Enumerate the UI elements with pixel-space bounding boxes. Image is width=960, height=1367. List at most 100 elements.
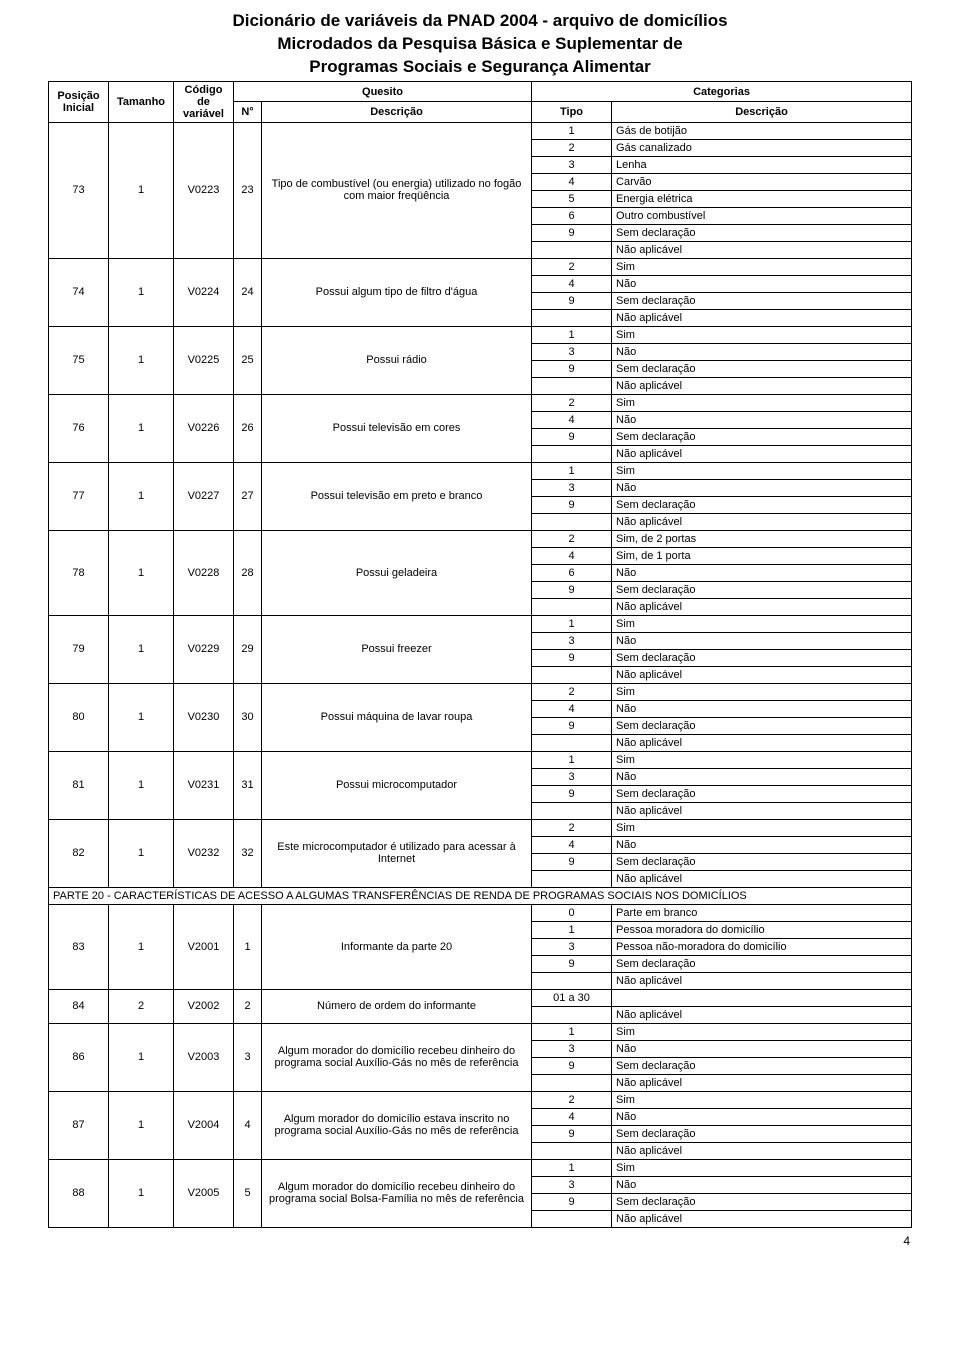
cell-tipo: 1	[532, 615, 612, 632]
cell-cat-descricao: Não aplicável	[612, 1210, 912, 1227]
cell-tipo: 3	[532, 479, 612, 496]
cell-codigo: V0227	[174, 462, 234, 530]
cell-cat-descricao: Sim	[612, 394, 912, 411]
cell-tipo: 3	[532, 343, 612, 360]
cell-posicao: 88	[49, 1159, 109, 1227]
table-row: 731V022323Tipo de combustível (ou energi…	[49, 122, 912, 139]
header-cat-descricao: Descrição	[612, 102, 912, 123]
table-row: 801V023030Possui máquina de lavar roupa2…	[49, 683, 912, 700]
cell-cat-descricao: Sem declaração	[612, 649, 912, 666]
cell-tipo: 3	[532, 1176, 612, 1193]
table-row: 861V20033Algum morador do domicílio rece…	[49, 1023, 912, 1040]
cell-n: 4	[234, 1091, 262, 1159]
cell-cat-descricao: Sim	[612, 1159, 912, 1176]
cell-tipo	[532, 870, 612, 887]
cell-tipo: 9	[532, 717, 612, 734]
page-number: 4	[48, 1234, 912, 1248]
cell-cat-descricao: Não aplicável	[612, 377, 912, 394]
cell-descricao: Algum morador do domicílio estava inscri…	[262, 1091, 532, 1159]
cell-tipo: 2	[532, 1091, 612, 1108]
cell-tamanho: 1	[109, 1091, 174, 1159]
header-tipo: Tipo	[532, 102, 612, 123]
cell-cat-descricao: Não aplicável	[612, 1074, 912, 1091]
section-row: PARTE 20 - CARACTERÍSTICAS DE ACESSO A A…	[49, 887, 912, 904]
table-row: 831V20011Informante da parte 200Parte em…	[49, 904, 912, 921]
cell-n: 32	[234, 819, 262, 887]
cell-tipo: 1	[532, 1159, 612, 1176]
cell-tipo: 2	[532, 683, 612, 700]
cell-tipo: 2	[532, 258, 612, 275]
cell-tipo: 1	[532, 462, 612, 479]
cell-cat-descricao: Gás de botijão	[612, 122, 912, 139]
cell-tipo: 1	[532, 1023, 612, 1040]
cell-cat-descricao: Não	[612, 632, 912, 649]
cell-tamanho: 1	[109, 394, 174, 462]
cell-tamanho: 1	[109, 326, 174, 394]
cell-tipo: 1	[532, 326, 612, 343]
cell-tipo: 3	[532, 156, 612, 173]
cell-descricao: Possui geladeira	[262, 530, 532, 615]
cell-codigo: V2004	[174, 1091, 234, 1159]
cell-tipo: 9	[532, 785, 612, 802]
cell-descricao: Possui microcomputador	[262, 751, 532, 819]
cell-tamanho: 1	[109, 751, 174, 819]
cell-cat-descricao: Não aplicável	[612, 1006, 912, 1023]
cell-codigo: V0231	[174, 751, 234, 819]
cell-tipo: 9	[532, 649, 612, 666]
cell-tipo	[532, 666, 612, 683]
cell-tipo: 4	[532, 411, 612, 428]
cell-tipo	[532, 377, 612, 394]
cell-cat-descricao: Sim, de 1 porta	[612, 547, 912, 564]
cell-cat-descricao: Sem declaração	[612, 1193, 912, 1210]
cell-tipo: 9	[532, 496, 612, 513]
cell-n: 28	[234, 530, 262, 615]
cell-tipo	[532, 445, 612, 462]
cell-tamanho: 1	[109, 462, 174, 530]
cell-descricao: Possui máquina de lavar roupa	[262, 683, 532, 751]
cell-tipo: 9	[532, 1125, 612, 1142]
cell-cat-descricao: Sem declaração	[612, 717, 912, 734]
cell-posicao: 87	[49, 1091, 109, 1159]
cell-tipo: 01 a 30	[532, 989, 612, 1006]
cell-tamanho: 1	[109, 1159, 174, 1227]
cell-tipo: 4	[532, 1108, 612, 1125]
cell-cat-descricao: Não	[612, 1040, 912, 1057]
cell-codigo: V0225	[174, 326, 234, 394]
cell-tamanho: 1	[109, 615, 174, 683]
cell-cat-descricao: Sim	[612, 326, 912, 343]
cell-cat-descricao: Não	[612, 564, 912, 581]
cell-tipo: 6	[532, 564, 612, 581]
cell-n: 30	[234, 683, 262, 751]
cell-descricao: Possui freezer	[262, 615, 532, 683]
cell-codigo: V0229	[174, 615, 234, 683]
section-title: PARTE 20 - CARACTERÍSTICAS DE ACESSO A A…	[49, 887, 912, 904]
cell-cat-descricao: Sem declaração	[612, 581, 912, 598]
cell-cat-descricao: Energia elétrica	[612, 190, 912, 207]
cell-descricao: Possui rádio	[262, 326, 532, 394]
cell-posicao: 83	[49, 904, 109, 989]
cell-posicao: 82	[49, 819, 109, 887]
table-row: 881V20055Algum morador do domicílio rece…	[49, 1159, 912, 1176]
cell-n: 24	[234, 258, 262, 326]
cell-posicao: 81	[49, 751, 109, 819]
table-row: 842V20022Número de ordem do informante01…	[49, 989, 912, 1006]
cell-n: 31	[234, 751, 262, 819]
title-line: Dicionário de variáveis da PNAD 2004 - a…	[48, 10, 912, 33]
cell-cat-descricao: Não aplicável	[612, 241, 912, 258]
cell-cat-descricao: Sem declaração	[612, 955, 912, 972]
cell-descricao: Este microcomputador é utilizado para ac…	[262, 819, 532, 887]
cell-n: 2	[234, 989, 262, 1023]
table-row: 811V023131Possui microcomputador1Sim	[49, 751, 912, 768]
cell-cat-descricao: Sim	[612, 1091, 912, 1108]
cell-posicao: 77	[49, 462, 109, 530]
title-line: Programas Sociais e Segurança Alimentar	[48, 56, 912, 79]
cell-posicao: 78	[49, 530, 109, 615]
cell-cat-descricao: Sim	[612, 615, 912, 632]
cell-cat-descricao: Sim	[612, 819, 912, 836]
cell-tipo	[532, 309, 612, 326]
cell-n: 23	[234, 122, 262, 258]
cell-cat-descricao: Sem declaração	[612, 224, 912, 241]
cell-cat-descricao: Não	[612, 411, 912, 428]
cell-codigo: V2001	[174, 904, 234, 989]
cell-tipo: 4	[532, 700, 612, 717]
